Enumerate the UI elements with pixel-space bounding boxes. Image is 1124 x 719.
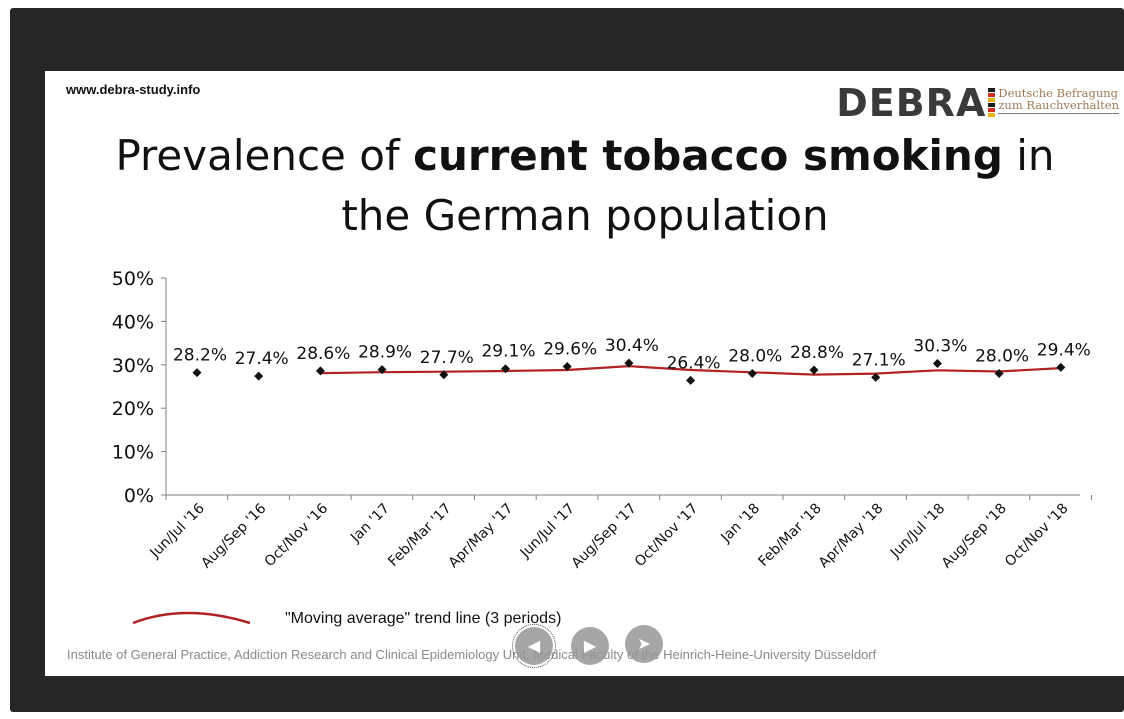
legend-label: "Moving average" trend line (3 periods): [285, 610, 562, 627]
y-tick-label: 20%: [112, 398, 154, 420]
title-line2: the German population: [341, 191, 829, 240]
debra-logo: DEBRA Deutsche Befragung zum Rauchverhal…: [836, 83, 1119, 123]
play-button[interactable]: ▶: [571, 627, 609, 665]
logo-sub-line1: Deutsche Befragung: [998, 86, 1119, 100]
data-point-marker: [377, 365, 387, 375]
data-point-marker: [624, 358, 634, 368]
title-bold: current tobacco smoking: [413, 131, 1003, 180]
x-tick-label: Aug/Sep '17: [569, 501, 640, 572]
x-tick-label: Oct/Nov '17: [632, 501, 702, 571]
title-part1: Prevalence of: [115, 131, 414, 180]
data-point-marker: [439, 370, 449, 380]
data-label: 29.6%: [543, 340, 597, 360]
x-tick-label: Jan '17: [347, 501, 393, 547]
slide-title: Prevalence of current tobacco smoking in…: [45, 126, 1124, 246]
data-label: 28.2%: [173, 346, 227, 366]
x-tick-label: Jun/Jul '17: [517, 501, 578, 562]
x-tick-label: Apr/May '17: [446, 501, 517, 572]
data-label: 28.6%: [296, 344, 350, 364]
data-label: 26.4%: [667, 353, 721, 373]
data-label: 30.4%: [605, 336, 659, 356]
data-point-marker: [501, 364, 510, 374]
logo-flag-stripe: [988, 103, 996, 107]
data-label: 28.9%: [358, 343, 412, 363]
data-label: 27.1%: [852, 350, 906, 370]
data-label: 29.1%: [481, 342, 535, 362]
logo-flag-icon: [988, 88, 996, 118]
data-point-marker: [994, 368, 1004, 378]
data-point-marker: [562, 362, 572, 372]
x-tick-label: Jun/Jul '16: [147, 500, 208, 561]
data-point-marker: [932, 358, 942, 368]
logo-flag-stripe: [988, 113, 996, 117]
y-tick-label: 0%: [124, 485, 154, 507]
data-point-marker: [871, 372, 881, 382]
x-tick-label: Aug/Sep '18: [939, 501, 1010, 572]
play-icon: ▶: [583, 638, 597, 655]
y-tick-label: 30%: [112, 355, 154, 377]
logo-flag-stripe: [988, 98, 996, 102]
data-point-marker: [686, 375, 696, 385]
data-point-marker: [1056, 362, 1066, 372]
presentation-viewer: www.debra-study.info DEBRA Deutsche Befr…: [10, 8, 1124, 712]
data-label: 30.3%: [913, 336, 967, 356]
logo-flag-stripe: [988, 108, 996, 112]
footer-credit: Institute of General Practice, Addiction…: [67, 647, 877, 662]
logo-sub-line2: zum Rauchverhalten: [998, 98, 1119, 112]
x-tick-label: Aug/Sep '16: [198, 500, 269, 571]
x-tick-label: Apr/May '18: [816, 501, 887, 572]
logo-flag-stripe: [988, 88, 996, 92]
x-tick-label: Feb/Mar '18: [756, 501, 825, 570]
legend-swatch: [132, 611, 251, 625]
data-point-marker: [809, 365, 819, 375]
data-point-marker: [192, 368, 202, 378]
next-slide-button[interactable]: ➤: [625, 625, 663, 663]
y-tick-label: 10%: [112, 442, 154, 464]
x-tick-label: Jan '18: [717, 501, 763, 547]
data-label: 28.0%: [975, 346, 1029, 366]
y-tick-label: 50%: [112, 268, 154, 290]
data-label: 27.7%: [420, 348, 474, 368]
slide: www.debra-study.info DEBRA Deutsche Befr…: [45, 71, 1124, 676]
x-tick-label: Feb/Mar '17: [385, 501, 454, 570]
y-tick-label: 40%: [112, 311, 154, 333]
title-part2: in: [1002, 131, 1055, 180]
data-point-marker: [747, 368, 757, 378]
arrow-right-icon: ➤: [637, 636, 651, 653]
x-tick-label: Oct/Nov '16: [262, 500, 332, 570]
site-url: www.debra-study.info: [66, 82, 201, 97]
logo-subtitle: Deutsche Befragung zum Rauchverhalten: [998, 87, 1119, 114]
x-tick-label: Jun/Jul '18: [887, 501, 948, 562]
x-tick-label: Oct/Nov '18: [1002, 501, 1072, 571]
data-point-marker: [254, 371, 264, 381]
data-label: 28.0%: [728, 346, 782, 366]
data-label: 27.4%: [235, 349, 289, 369]
logo-flag-stripe: [988, 93, 996, 97]
arrow-left-icon: ◀: [527, 638, 541, 655]
data-label: 28.8%: [790, 343, 844, 363]
previous-slide-button[interactable]: ◀: [512, 624, 556, 668]
logo-word: DEBRA: [836, 81, 987, 125]
data-point-marker: [315, 366, 325, 376]
data-label: 29.4%: [1037, 340, 1091, 360]
